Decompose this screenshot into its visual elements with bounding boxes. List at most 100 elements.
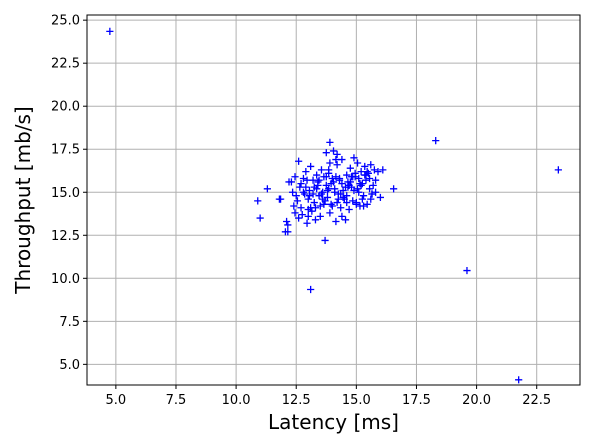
x-tick-label: 12.5 bbox=[282, 393, 311, 408]
data-point bbox=[356, 180, 364, 188]
data-point bbox=[346, 178, 354, 186]
data-point bbox=[338, 155, 346, 164]
data-point bbox=[367, 195, 375, 203]
data-point bbox=[263, 185, 271, 193]
data-point bbox=[303, 219, 311, 227]
data-point bbox=[368, 190, 376, 198]
data-point bbox=[307, 285, 315, 294]
data-point bbox=[328, 202, 336, 210]
data-point bbox=[390, 185, 398, 193]
data-point bbox=[315, 176, 323, 184]
data-point bbox=[334, 195, 342, 203]
data-point bbox=[326, 159, 334, 167]
data-point bbox=[515, 376, 523, 384]
x-tick-label: 7.5 bbox=[166, 393, 187, 408]
data-point bbox=[367, 161, 375, 169]
data-point bbox=[305, 192, 314, 200]
data-point bbox=[371, 188, 380, 196]
data-point bbox=[323, 186, 332, 195]
y-tick-label: 10.0 bbox=[51, 272, 80, 287]
data-point bbox=[339, 193, 347, 202]
data-point bbox=[376, 193, 384, 202]
data-point bbox=[325, 185, 333, 193]
data-point bbox=[307, 162, 315, 171]
data-point bbox=[335, 176, 344, 184]
y-axis-label: Throughput [mb/s] bbox=[11, 106, 35, 294]
x-tick-label: 17.5 bbox=[402, 393, 431, 408]
data-point bbox=[357, 168, 365, 176]
data-point bbox=[289, 188, 297, 196]
data-point bbox=[308, 207, 316, 215]
data-point bbox=[341, 183, 350, 191]
data-point bbox=[299, 174, 308, 183]
data-point bbox=[316, 212, 324, 220]
data-point bbox=[276, 195, 285, 203]
data-point bbox=[353, 159, 362, 167]
data-point bbox=[295, 157, 303, 165]
data-point bbox=[285, 178, 293, 186]
data-point bbox=[284, 221, 292, 229]
grid bbox=[87, 15, 580, 385]
y-tick-label: 5.0 bbox=[59, 358, 80, 373]
data-point bbox=[314, 178, 322, 186]
data-point bbox=[328, 174, 336, 183]
data-point bbox=[363, 168, 371, 176]
data-point bbox=[317, 166, 326, 174]
data-point bbox=[296, 183, 304, 191]
data-point bbox=[291, 209, 299, 217]
data-point bbox=[365, 185, 374, 193]
data-point bbox=[359, 202, 368, 210]
data-point bbox=[322, 149, 330, 157]
data-point bbox=[352, 200, 360, 208]
data-point bbox=[379, 166, 387, 174]
data-point bbox=[345, 205, 353, 214]
data-point bbox=[327, 200, 335, 208]
data-point bbox=[310, 183, 318, 191]
data-point bbox=[332, 173, 340, 181]
data-point bbox=[309, 190, 317, 198]
data-point bbox=[309, 176, 317, 184]
data-point bbox=[304, 195, 312, 203]
axis-ticks: 5.0 7.5 10.0 12.5 15.0 17.5 20.0 22.5 5.0 7.5 10.0… bbox=[51, 14, 551, 408]
data-point bbox=[329, 147, 338, 155]
data-point bbox=[311, 216, 320, 224]
data-point bbox=[432, 137, 440, 145]
data-point bbox=[311, 204, 320, 212]
y-tick-label: 20.0 bbox=[51, 100, 80, 115]
data-point bbox=[349, 197, 357, 205]
data-point bbox=[326, 209, 334, 217]
data-point bbox=[302, 168, 310, 176]
data-point bbox=[355, 174, 363, 183]
plot-frame bbox=[86, 14, 581, 386]
data-point bbox=[297, 180, 305, 188]
y-tick-label: 22.5 bbox=[51, 57, 80, 72]
y-tick-label: 7.5 bbox=[59, 315, 80, 330]
data-point bbox=[321, 197, 329, 205]
data-point bbox=[321, 236, 329, 245]
data-point bbox=[343, 198, 351, 207]
data-points bbox=[106, 27, 562, 384]
data-point bbox=[106, 27, 114, 35]
data-point bbox=[554, 166, 562, 174]
data-point bbox=[332, 155, 340, 164]
data-point bbox=[353, 185, 362, 193]
data-point bbox=[337, 204, 345, 212]
x-tick-label: 20.0 bbox=[462, 393, 491, 408]
data-point bbox=[463, 266, 471, 275]
data-point bbox=[291, 173, 299, 181]
data-point bbox=[302, 183, 310, 191]
data-point bbox=[343, 171, 351, 179]
data-point bbox=[320, 173, 328, 181]
data-point bbox=[349, 173, 357, 181]
data-point bbox=[365, 174, 374, 183]
data-point bbox=[293, 197, 302, 205]
data-point bbox=[316, 202, 324, 210]
data-point bbox=[304, 212, 312, 220]
data-point bbox=[325, 166, 333, 174]
data-point bbox=[310, 198, 318, 207]
data-point bbox=[292, 192, 300, 200]
data-point bbox=[341, 216, 350, 224]
y-tick-label: 17.5 bbox=[51, 143, 80, 158]
data-point bbox=[333, 198, 341, 207]
